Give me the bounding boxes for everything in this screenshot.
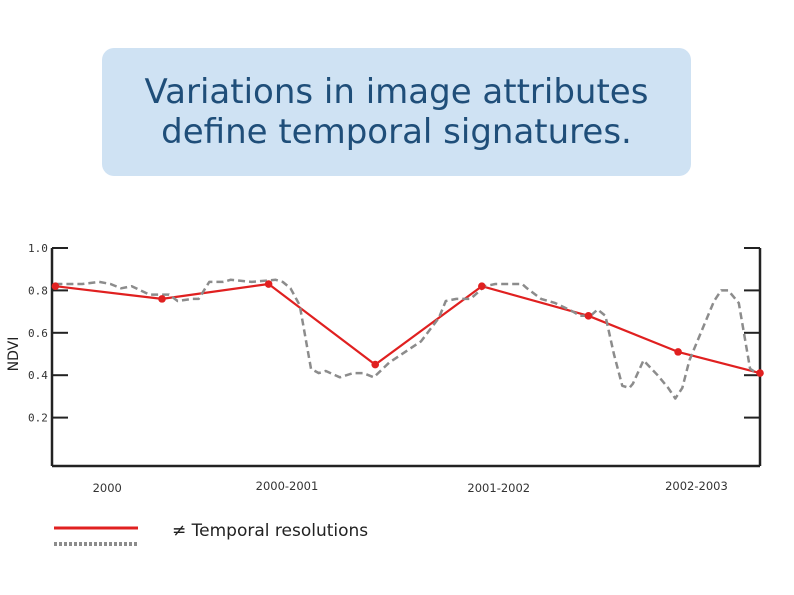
y-tick-label: 0.8: [28, 284, 48, 297]
x-tick-label: 2000-2001: [256, 479, 319, 493]
data-point: [756, 369, 764, 377]
data-point: [478, 282, 486, 290]
title-line-2: define temporal signatures.: [161, 112, 632, 152]
title-line-1: Variations in image attributes: [144, 72, 649, 112]
x-tick-label: 2000: [93, 481, 122, 495]
title-banner: Variations in image attributes define te…: [102, 48, 691, 176]
data-point: [674, 348, 682, 356]
series-line-coarse: [55, 282, 761, 375]
y-tick-label: 0.2: [28, 412, 48, 425]
y-tick-label: 0.4: [28, 369, 48, 382]
data-point: [158, 295, 166, 303]
series-line-fine: [55, 278, 761, 400]
data-point: [51, 282, 60, 290]
y-axis-title: NDVI: [6, 337, 22, 372]
x-tick-label: 2001-2002: [467, 481, 530, 495]
x-tick-label: 2002-2003: [665, 479, 728, 493]
data-point: [264, 280, 273, 288]
data-point: [584, 312, 593, 320]
y-tick-label: 1.0: [28, 242, 48, 255]
y-tick-label: 0.6: [28, 327, 48, 340]
legend-text: ≠ Temporal resolutions: [172, 521, 369, 541]
data-point: [371, 360, 380, 369]
